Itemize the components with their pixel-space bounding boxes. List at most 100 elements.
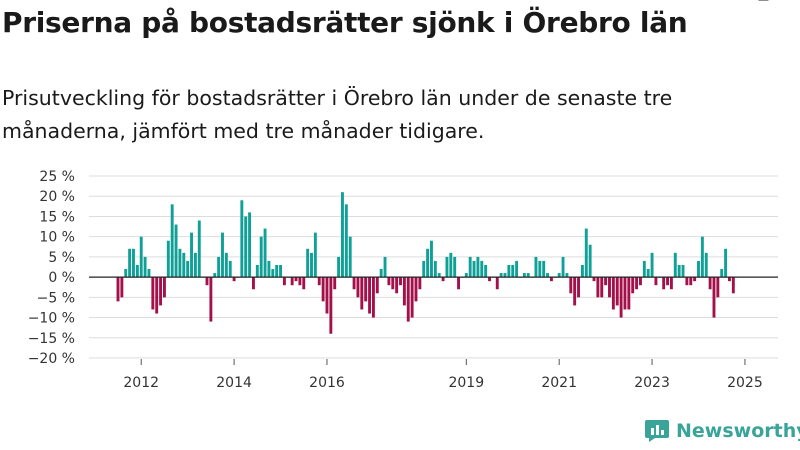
y-tick-label: −15 % <box>28 331 75 347</box>
bar <box>642 260 646 278</box>
bar <box>654 277 658 286</box>
bar <box>333 277 337 290</box>
bar <box>488 277 491 282</box>
bar <box>135 264 139 278</box>
bar <box>310 252 313 278</box>
bar <box>364 277 368 302</box>
bar <box>182 252 186 278</box>
bar <box>426 248 430 278</box>
y-axis-labels: −20 % −15 % −10 % −5 % 0 % 5 % 10 % 15 % 20 % 25 … <box>28 169 75 367</box>
bar <box>267 260 271 278</box>
bar <box>728 277 731 282</box>
bar <box>178 248 182 278</box>
bar <box>371 277 375 318</box>
bar <box>306 248 310 278</box>
bar <box>151 277 155 310</box>
bar <box>503 273 507 278</box>
bar <box>635 277 639 290</box>
page-title: Priserna på bostadsrätter sjönk i Örebro… <box>2 6 688 39</box>
bar <box>422 260 426 278</box>
bar <box>197 220 201 278</box>
x-tick-label: 2019 <box>448 375 484 391</box>
bar <box>313 232 317 278</box>
bar <box>391 277 395 290</box>
bar <box>608 277 611 298</box>
bar <box>580 264 584 278</box>
brand-logo: Newsworthy <box>644 419 800 443</box>
bar <box>410 277 414 318</box>
bar <box>271 269 275 278</box>
bar <box>147 269 151 278</box>
bars <box>89 192 778 334</box>
y-tick-label: −5 % <box>37 290 75 306</box>
newsworthy-logo-icon <box>645 420 669 442</box>
bar <box>317 277 321 286</box>
y-tick-label: 5 % <box>48 250 75 266</box>
bar <box>259 236 263 278</box>
bar <box>693 277 697 282</box>
bar <box>561 256 565 278</box>
bar <box>464 273 468 278</box>
bar <box>627 277 631 310</box>
bar <box>472 260 476 278</box>
bar <box>724 248 728 278</box>
bar <box>449 252 453 278</box>
bar <box>584 228 588 278</box>
bar <box>573 277 577 306</box>
bar <box>302 277 306 290</box>
bar <box>619 277 623 318</box>
bar <box>611 277 615 310</box>
grid-lines <box>89 175 778 359</box>
y-tick-label: 25 % <box>39 169 75 185</box>
x-tick-label: 2014 <box>216 375 252 391</box>
bar <box>588 244 592 278</box>
bar <box>360 277 364 310</box>
bar <box>174 224 178 278</box>
bar <box>526 273 530 278</box>
bar <box>515 260 519 278</box>
bar <box>731 277 735 294</box>
bar <box>224 252 228 278</box>
bar <box>244 216 248 278</box>
bar <box>252 277 255 290</box>
bar <box>213 273 217 278</box>
x-tick-label: 2012 <box>123 375 159 391</box>
bar <box>689 277 693 286</box>
bar <box>716 277 720 298</box>
bar <box>430 240 433 278</box>
bar <box>228 260 232 278</box>
bar <box>468 256 472 278</box>
bar <box>484 264 488 278</box>
bar <box>325 277 329 314</box>
bar <box>209 277 213 322</box>
bar <box>406 277 410 322</box>
y-tick-label: −10 % <box>28 311 75 327</box>
bar-chart: −20 % −15 % −10 % −5 % 0 % 5 % 10 % 15 % 20 % 25 … <box>28 0 795 391</box>
bar <box>639 277 642 286</box>
bar <box>681 264 685 278</box>
bar <box>132 248 135 278</box>
bar <box>402 277 406 306</box>
bar <box>124 269 128 278</box>
bar <box>387 277 391 286</box>
bar <box>120 277 124 298</box>
bar <box>348 236 352 278</box>
bar <box>557 273 561 278</box>
bar <box>399 277 402 286</box>
bar <box>704 252 708 278</box>
bar <box>677 264 681 278</box>
bar <box>708 277 712 290</box>
bar <box>290 277 294 286</box>
bar <box>549 277 553 282</box>
bar <box>507 264 511 278</box>
x-axis: 2012 2014 2016 2019 2021 2023 2025 <box>123 359 763 391</box>
x-tick-label: 2016 <box>309 375 345 391</box>
bar <box>116 277 120 302</box>
bar <box>166 240 170 278</box>
bar <box>329 277 333 334</box>
bar <box>631 277 635 294</box>
bar <box>673 252 677 278</box>
bar <box>623 277 627 310</box>
bar <box>546 273 550 278</box>
bar <box>263 228 267 278</box>
